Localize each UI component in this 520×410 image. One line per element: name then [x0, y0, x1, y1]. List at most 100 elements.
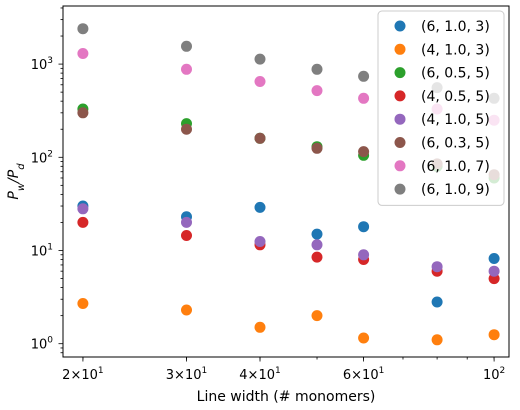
data-point	[358, 70, 370, 82]
x-tick-coef: 4	[239, 368, 247, 383]
legend-box	[377, 10, 505, 206]
legend-label: (6, 1.0, 3)	[421, 19, 490, 35]
y-tick-exp: 3	[47, 56, 53, 66]
data-point	[181, 123, 192, 135]
data-point	[77, 48, 89, 59]
data-point	[77, 298, 89, 309]
data-point	[431, 334, 443, 346]
data-point	[311, 310, 323, 322]
y-tick-label: 102	[31, 149, 53, 166]
x-tick-exp: 2	[500, 366, 506, 376]
y-tick-exp: 0	[47, 336, 53, 346]
x-tick-label: 2×101	[62, 366, 103, 383]
y-tick-label: 101	[31, 242, 53, 259]
legend-marker	[394, 183, 406, 195]
x-tick-times: ×	[351, 368, 362, 383]
legend-marker	[394, 20, 406, 32]
data-point	[181, 63, 192, 75]
x-tick-exp: 1	[379, 366, 385, 376]
data-point	[77, 23, 89, 35]
x-tick-exp: 1	[275, 366, 281, 376]
data-point	[254, 236, 266, 247]
y-axis-label-slash: /P	[6, 169, 22, 185]
data-point	[254, 321, 266, 333]
x-tick-base: 10	[362, 368, 379, 383]
x-tick-coef: 2	[62, 368, 70, 383]
legend-label: (6, 0.5, 5)	[421, 66, 490, 82]
data-point	[181, 216, 192, 228]
y-tick-base: 10	[31, 151, 48, 166]
data-point	[311, 228, 323, 240]
x-tick-base: 10	[185, 368, 202, 383]
data-point	[311, 239, 323, 251]
y-tick-exp: 1	[47, 242, 53, 252]
y-tick-label: 100	[31, 336, 54, 353]
data-point	[181, 230, 192, 241]
data-point	[254, 201, 266, 213]
legend-label: (6, 0.3, 5)	[421, 136, 490, 152]
data-point	[488, 253, 500, 264]
x-tick-exp: 1	[98, 366, 104, 376]
data-point	[488, 265, 500, 277]
data-point	[181, 304, 192, 316]
x-tick-base: 10	[258, 368, 275, 383]
legend-label: (6, 1.0, 7)	[421, 159, 490, 175]
data-point	[77, 203, 89, 215]
data-point	[358, 92, 370, 104]
data-point	[358, 332, 370, 344]
x-tick-coef: 3	[166, 368, 174, 383]
y-axis-label: Pw/Pd	[6, 163, 27, 200]
data-point	[77, 216, 89, 228]
data-point	[358, 249, 370, 261]
data-point	[358, 221, 370, 233]
x-tick-coef: 6	[343, 368, 351, 383]
x-tick-times: ×	[70, 368, 81, 383]
data-point	[311, 85, 323, 97]
legend-label: (4, 1.0, 5)	[421, 112, 490, 128]
legend: (6, 1.0, 3) (4, 1.0, 3) (6, 0.5, 5) (4, 0.5…	[377, 10, 505, 206]
legend-marker	[394, 160, 406, 172]
legend-marker	[394, 137, 406, 148]
data-point	[254, 53, 266, 65]
data-point	[254, 76, 266, 87]
legend-label: (4, 1.0, 3)	[421, 42, 490, 58]
y-axis-label-sub2: d	[16, 163, 27, 170]
y-axis-label-sub1: w	[16, 182, 27, 191]
legend-marker	[394, 43, 406, 55]
data-point	[77, 107, 89, 119]
y-tick-base: 10	[31, 58, 48, 73]
legend-marker	[394, 67, 406, 79]
x-tick-label: 102	[483, 366, 505, 383]
data-point	[311, 63, 323, 75]
x-tick-times: ×	[174, 368, 185, 383]
data-point	[358, 146, 370, 158]
y-tick-base: 10	[31, 244, 48, 259]
data-point	[254, 132, 266, 144]
data-point	[311, 251, 323, 263]
x-tick-base: 10	[483, 368, 500, 383]
x-tick-exp: 1	[202, 366, 208, 376]
data-point	[431, 296, 443, 308]
y-tick-label: 103	[31, 56, 53, 73]
x-axis: 2×101 3×101 4×101 6×101 102	[62, 357, 505, 383]
y-axis-label-main: P	[6, 191, 22, 200]
y-tick-exp: 2	[47, 149, 53, 159]
data-point	[181, 40, 192, 52]
legend-marker	[394, 113, 406, 125]
legend-marker	[394, 90, 406, 102]
data-point	[488, 329, 500, 341]
x-tick-label: 6×101	[343, 366, 384, 383]
x-tick-label: 4×101	[239, 366, 280, 383]
y-tick-base: 10	[31, 338, 48, 353]
data-point	[311, 142, 323, 154]
plot-frame	[62, 5, 510, 358]
legend-label: (6, 1.0, 9)	[421, 182, 490, 198]
x-tick-base: 10	[81, 368, 98, 383]
data-point	[431, 261, 443, 273]
x-tick-times: ×	[248, 368, 259, 383]
data-points-layer	[77, 23, 500, 346]
x-tick-label: 3×101	[166, 366, 207, 383]
